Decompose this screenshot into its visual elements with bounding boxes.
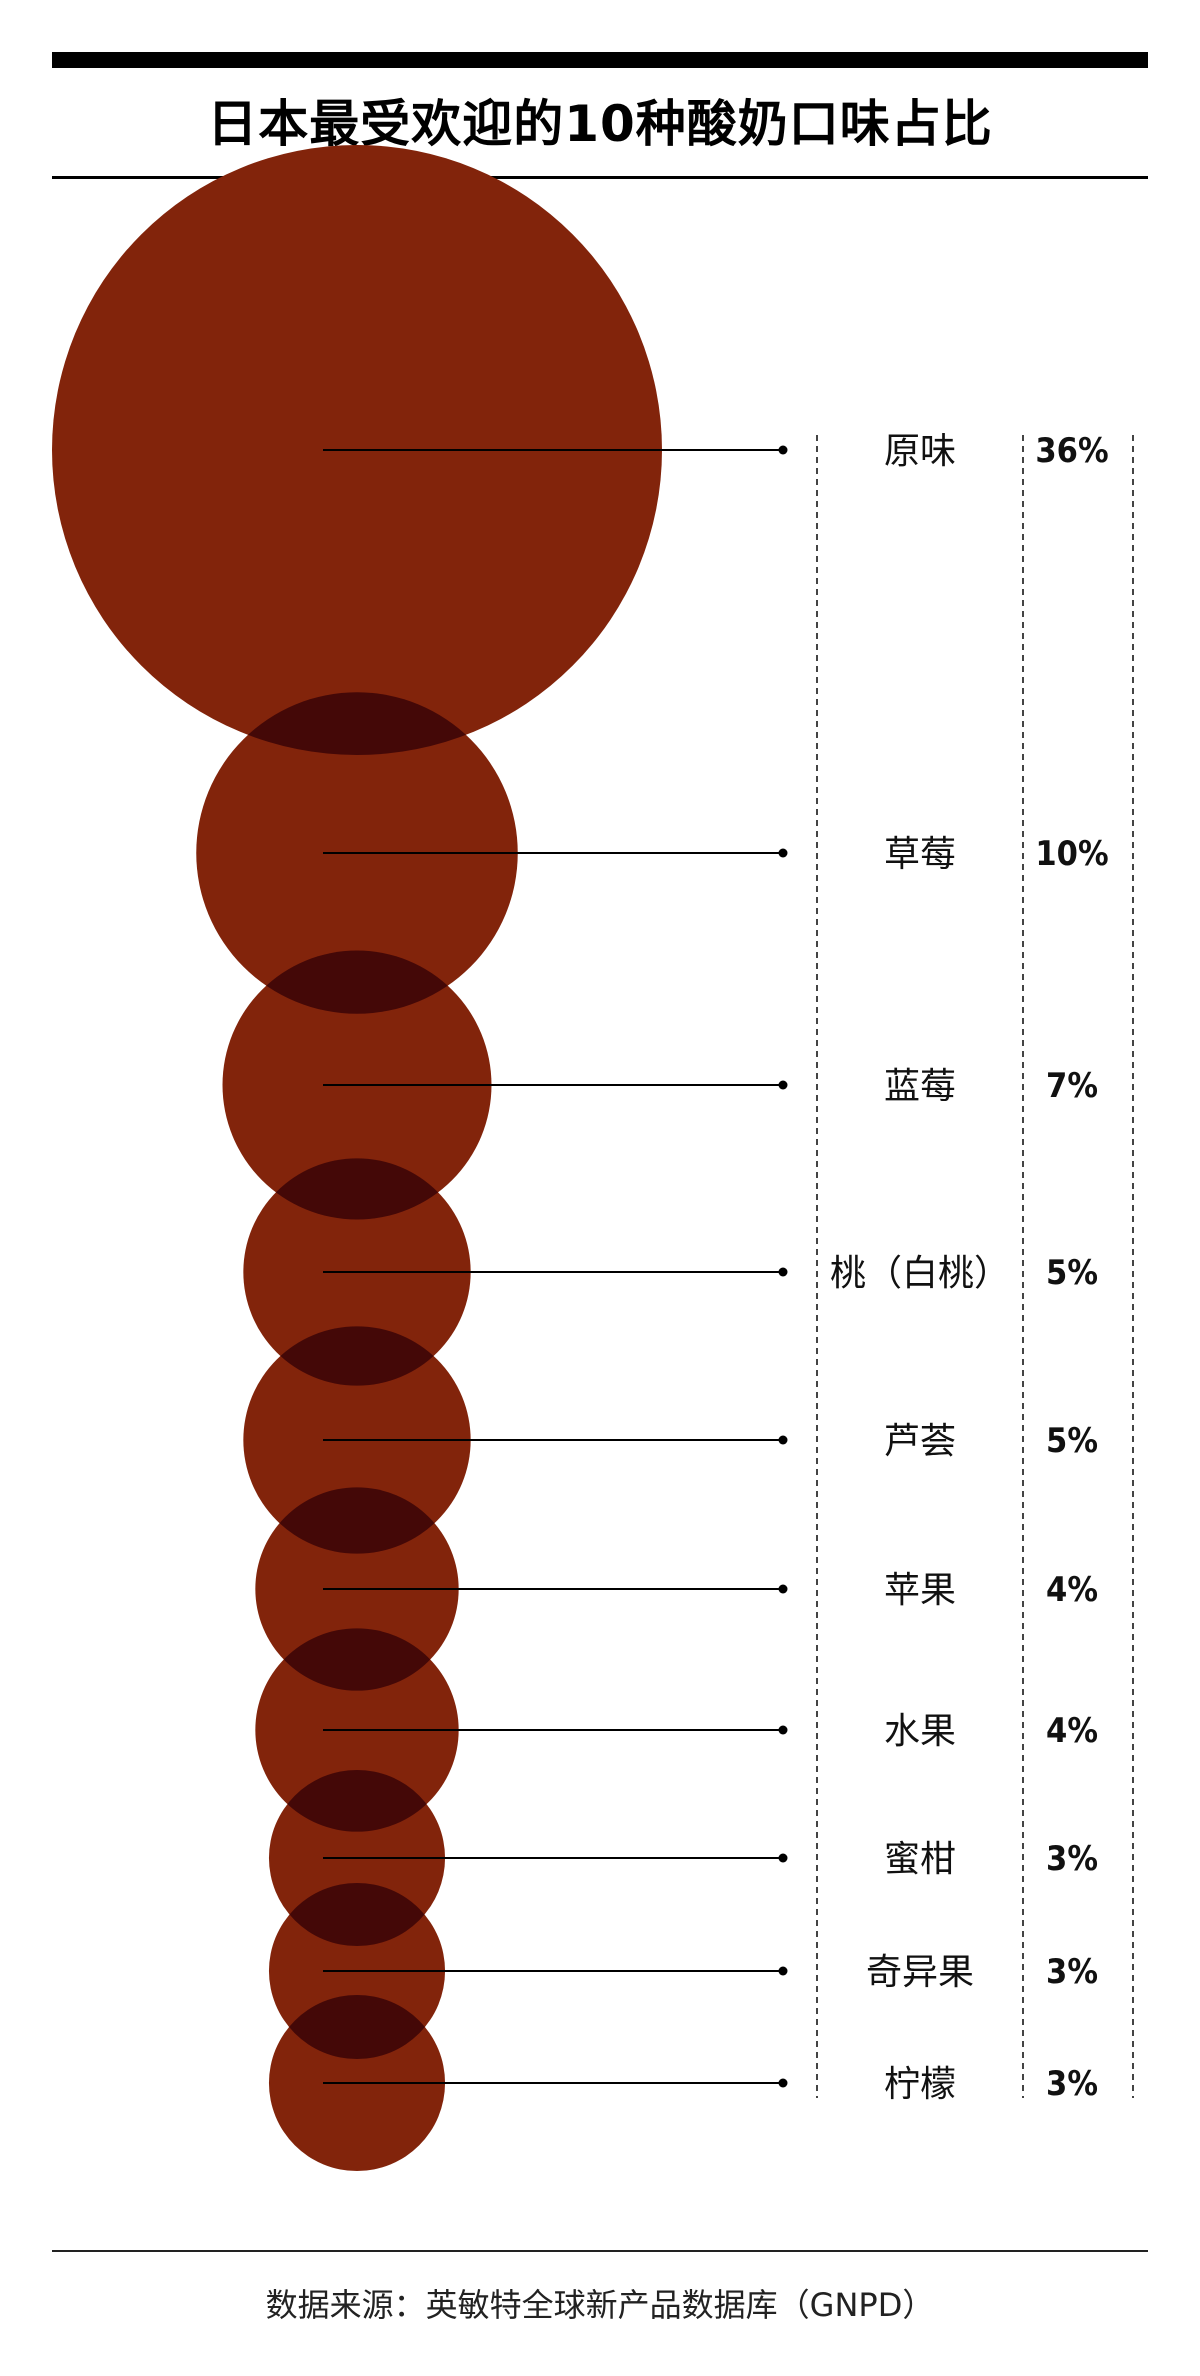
top-bar: [52, 52, 1148, 68]
percent-label-7: 4%: [1046, 1711, 1098, 1751]
leader-dot-10: [778, 2078, 788, 2088]
flavor-label-8: 蜜柑: [884, 1839, 956, 1880]
bubble-overlap-7: [268, 1769, 446, 1832]
leader-dot-5: [778, 1435, 788, 1445]
percent-label-1: 36%: [1035, 431, 1108, 471]
flavor-label-2: 草莓: [884, 834, 956, 875]
leader-dot-2: [778, 848, 788, 858]
percent-label-8: 3%: [1046, 1839, 1098, 1879]
bubble-overlap-5: [255, 1487, 459, 1554]
bubble-layer: [52, 145, 662, 2172]
flavor-label-7: 水果: [884, 1711, 956, 1752]
chart-title: 日本最受欢迎的10种酸奶口味占比: [207, 95, 993, 153]
bubble-overlap-8: [268, 1882, 446, 1947]
leader-dot-9: [778, 1966, 788, 1976]
flavor-label-5: 芦荟: [884, 1421, 956, 1462]
leader-dot-3: [778, 1080, 788, 1090]
percent-label-5: 5%: [1046, 1421, 1098, 1461]
flavor-label-10: 柠檬: [884, 2064, 956, 2105]
leader-line-layer: [323, 445, 788, 2088]
leader-dot-1: [778, 445, 788, 455]
flavor-label-4: 桃（白桃）: [830, 1253, 1010, 1294]
percent-label-6: 4%: [1046, 1570, 1098, 1610]
flavor-label-1: 原味: [884, 431, 956, 472]
bubble-overlap-9: [268, 1994, 446, 2060]
source-note: 数据来源：英敏特全球新产品数据库（GNPD）: [265, 2286, 935, 2324]
leader-dot-4: [778, 1267, 788, 1277]
percent-label-3: 7%: [1046, 1066, 1098, 1106]
percent-label-9: 3%: [1046, 1952, 1098, 1992]
leader-dot-6: [778, 1584, 788, 1594]
leader-dot-8: [778, 1853, 788, 1863]
column-divider-layer: [816, 435, 1134, 2098]
label-layer: 原味 36% 草莓 10% 蓝莓 7% 桃（白桃） 5% 芦荟 5% 苹果 4% 水果 4% 蜜柑 3% 奇异果…: [830, 431, 1109, 2105]
flavor-label-6: 苹果: [884, 1570, 956, 1611]
flavor-label-9: 奇异果: [866, 1952, 974, 1993]
title-divider: [52, 176, 1148, 179]
percent-label-4: 5%: [1046, 1253, 1098, 1293]
flavor-label-3: 蓝莓: [884, 1066, 956, 1107]
bottom-divider: [52, 2250, 1148, 2252]
percent-label-2: 10%: [1035, 834, 1108, 874]
leader-dot-7: [778, 1725, 788, 1735]
percent-label-10: 3%: [1046, 2064, 1098, 2104]
